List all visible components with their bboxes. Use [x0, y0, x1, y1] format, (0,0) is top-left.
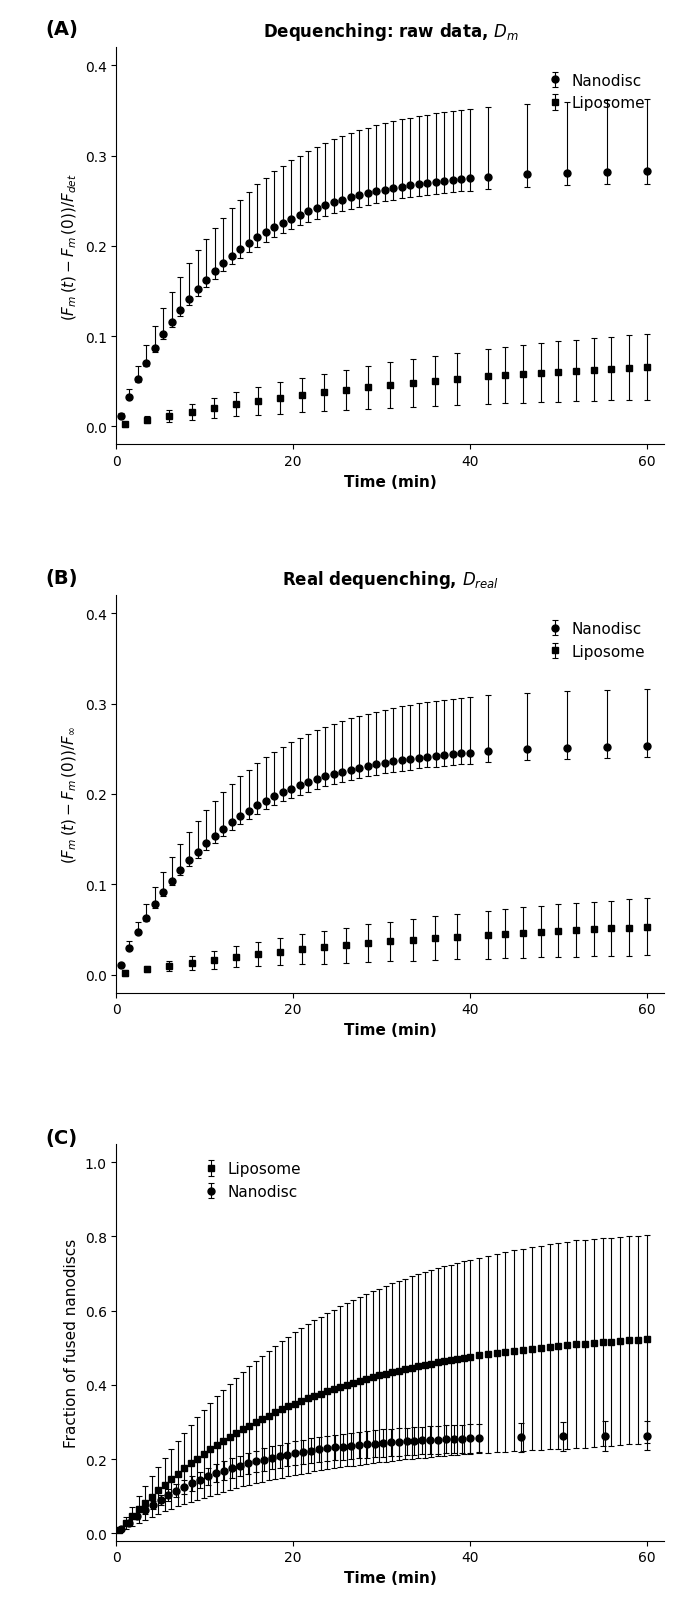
Legend: Nanodisc, Liposome: Nanodisc, Liposome: [540, 616, 651, 666]
Text: (C): (C): [45, 1128, 77, 1148]
Text: (A): (A): [45, 21, 78, 40]
Legend: Nanodisc, Liposome: Nanodisc, Liposome: [540, 67, 651, 117]
Title: Real dequenching, $\mathit{D_{real}}$: Real dequenching, $\mathit{D_{real}}$: [282, 568, 499, 591]
Title: Dequenching: raw data, $\mathit{D_m}$: Dequenching: raw data, $\mathit{D_m}$: [262, 21, 519, 43]
X-axis label: Time (min): Time (min): [344, 1022, 437, 1037]
X-axis label: Time (min): Time (min): [344, 1570, 437, 1586]
Y-axis label: $(F_m\,(t) - F_m\,(0))/F_{det}$: $(F_m\,(t) - F_m\,(0))/F_{det}$: [61, 173, 79, 321]
Y-axis label: Fraction of fused nanodiscs: Fraction of fused nanodiscs: [64, 1237, 79, 1446]
X-axis label: Time (min): Time (min): [344, 475, 437, 490]
Legend: Liposome, Nanodisc: Liposome, Nanodisc: [195, 1156, 307, 1205]
Text: (B): (B): [45, 568, 77, 587]
Y-axis label: $(F_m\,(t) - F_m\,(0))/F_{\infty}$: $(F_m\,(t) - F_m\,(0))/F_{\infty}$: [61, 725, 79, 863]
